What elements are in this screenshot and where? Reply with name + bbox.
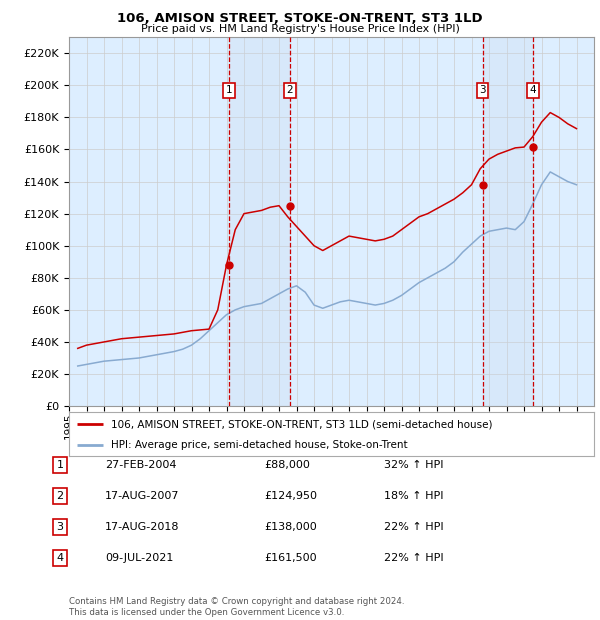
Text: 22% ↑ HPI: 22% ↑ HPI xyxy=(384,522,443,532)
Text: 18% ↑ HPI: 18% ↑ HPI xyxy=(384,491,443,501)
Text: 17-AUG-2007: 17-AUG-2007 xyxy=(105,491,179,501)
Text: 106, AMISON STREET, STOKE-ON-TRENT, ST3 1LD: 106, AMISON STREET, STOKE-ON-TRENT, ST3 … xyxy=(117,12,483,25)
Bar xyxy=(229,37,290,406)
Text: 3: 3 xyxy=(56,522,64,532)
Text: 106, AMISON STREET, STOKE-ON-TRENT, ST3 1LD (semi-detached house): 106, AMISON STREET, STOKE-ON-TRENT, ST3 … xyxy=(111,420,493,430)
Text: 2: 2 xyxy=(287,85,293,95)
Text: 1: 1 xyxy=(226,85,232,95)
Text: 09-JUL-2021: 09-JUL-2021 xyxy=(105,553,173,563)
Text: £88,000: £88,000 xyxy=(264,460,310,470)
Text: Price paid vs. HM Land Registry's House Price Index (HPI): Price paid vs. HM Land Registry's House … xyxy=(140,24,460,33)
Text: 32% ↑ HPI: 32% ↑ HPI xyxy=(384,460,443,470)
Text: 17-AUG-2018: 17-AUG-2018 xyxy=(105,522,179,532)
Text: 2: 2 xyxy=(56,491,64,501)
Text: 1: 1 xyxy=(56,460,64,470)
Text: 4: 4 xyxy=(530,85,536,95)
Text: 3: 3 xyxy=(479,85,486,95)
Bar xyxy=(482,37,533,406)
Text: HPI: Average price, semi-detached house, Stoke-on-Trent: HPI: Average price, semi-detached house,… xyxy=(111,440,407,450)
Text: Contains HM Land Registry data © Crown copyright and database right 2024.
This d: Contains HM Land Registry data © Crown c… xyxy=(69,598,404,617)
Text: £138,000: £138,000 xyxy=(264,522,317,532)
Text: 22% ↑ HPI: 22% ↑ HPI xyxy=(384,553,443,563)
Text: 27-FEB-2004: 27-FEB-2004 xyxy=(105,460,176,470)
Text: £124,950: £124,950 xyxy=(264,491,317,501)
Text: 4: 4 xyxy=(56,553,64,563)
Text: £161,500: £161,500 xyxy=(264,553,317,563)
